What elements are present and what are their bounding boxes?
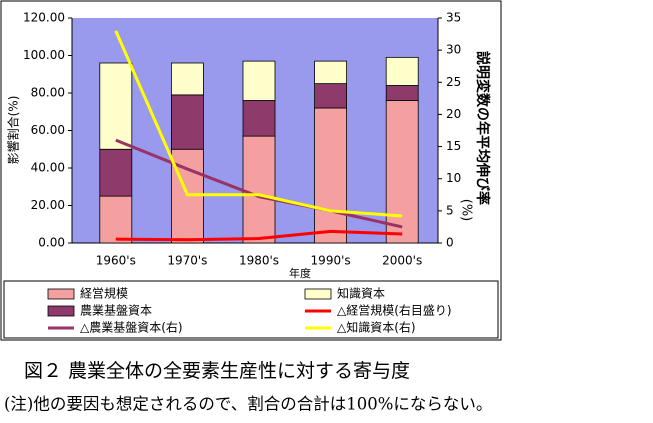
bar-segment <box>99 148 133 197</box>
bar-segment <box>314 107 348 244</box>
legend-label: △知識資本(右) <box>337 320 416 335</box>
y-tick-label: 120.00 <box>23 11 65 25</box>
y-tick-label: 40.00 <box>31 161 65 175</box>
y2-tick-label: 0 <box>446 236 454 250</box>
x-tick-label: 1970's <box>167 254 207 268</box>
legend-label: △農業基盤資本(右) <box>80 320 183 335</box>
y2-tick-label: 10 <box>446 171 461 185</box>
bar-segment <box>170 94 204 150</box>
bar-segment <box>385 56 419 86</box>
y2-tick-label: 20 <box>446 107 461 121</box>
y2-axis-label: (%) <box>459 199 474 222</box>
y-axis-label: 影響割合(%) <box>6 96 21 165</box>
y2-tick-label: 35 <box>446 11 461 25</box>
legend-label: 知識資本 <box>337 287 385 301</box>
x-tick-label: 2000's <box>382 254 422 268</box>
legend-label: 農業基盤資本 <box>80 304 152 318</box>
legend-swatch <box>304 288 332 300</box>
y2-axis-label: 説明変数の年平均伸び率 <box>474 51 491 205</box>
bar-segment <box>314 60 348 85</box>
figure-note: (注)他の要因も想定されるので、割合の合計は100%にならない。 <box>4 395 492 414</box>
y-tick-label: 80.00 <box>31 86 65 100</box>
y-tick-label: 20.00 <box>31 198 65 212</box>
x-tick-label: 1980's <box>239 254 279 268</box>
bar-segment <box>99 62 133 150</box>
bar-segment <box>242 100 276 137</box>
bar-segment <box>99 195 133 244</box>
y2-tick-label: 25 <box>446 75 461 89</box>
line-series <box>115 229 403 242</box>
line-series <box>114 30 403 218</box>
chart-area: 年度 影響割合(%) 説明変数の年平均伸び率 (%) 0.00 20.00 40.0… <box>0 0 502 341</box>
x-tick-label: 1960's <box>96 254 136 268</box>
y2-tick-label: 15 <box>446 139 461 153</box>
bar-segment <box>314 83 348 109</box>
y2-tick-label: 30 <box>446 43 461 57</box>
bar-segment <box>242 60 276 101</box>
legend-swatch <box>47 288 75 300</box>
y2-tick-label: 5 <box>446 203 454 217</box>
bar-segment <box>385 100 419 244</box>
line-series <box>115 138 403 229</box>
x-axis-label: 年度 <box>289 266 311 280</box>
legend-label: △経営規模(右目盛り) <box>337 303 452 318</box>
x-tick-label: 1990's <box>311 254 351 268</box>
legend-swatch <box>47 305 75 317</box>
y-tick-label: 0.00 <box>38 236 65 250</box>
y-tick-label: 60.00 <box>31 123 65 137</box>
figure-caption: 図２ 農業全体の全要素生産性に対する寄与度 <box>24 360 410 382</box>
bar-segment <box>242 135 276 244</box>
bar-segment <box>170 62 204 96</box>
y-tick-label: 100.00 <box>23 48 65 62</box>
bar-segment <box>385 85 419 101</box>
legend-label: 経営規模 <box>80 286 128 301</box>
legend-box <box>3 280 499 339</box>
